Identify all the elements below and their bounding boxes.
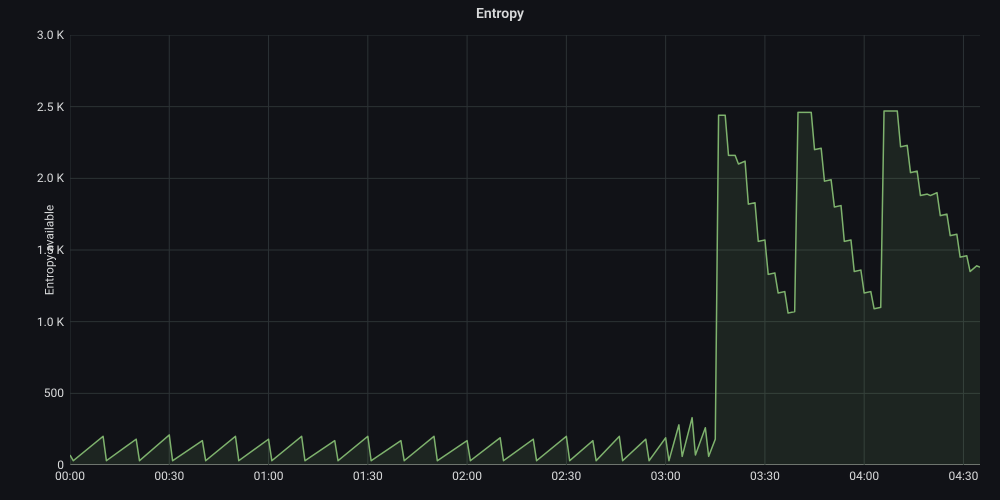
y-tick-label: 500 xyxy=(44,386,70,400)
x-tick-label: 04:00 xyxy=(849,465,879,483)
x-tick-label: 00:30 xyxy=(154,465,184,483)
y-tick-label: 3.0 K xyxy=(37,28,70,42)
x-tick-label: 00:00 xyxy=(55,465,85,483)
x-tick-label: 03:00 xyxy=(651,465,681,483)
chart-plot-area[interactable]: 05001.0 K1.5 K2.0 K2.5 K3.0 K00:0000:300… xyxy=(70,35,980,465)
x-tick-label: 01:30 xyxy=(353,465,383,483)
y-tick-label: 1.0 K xyxy=(37,315,70,329)
y-tick-label: 2.5 K xyxy=(37,100,70,114)
y-tick-label: 2.0 K xyxy=(37,171,70,185)
x-tick-label: 02:30 xyxy=(551,465,581,483)
x-tick-label: 03:30 xyxy=(750,465,780,483)
x-tick-label: 04:30 xyxy=(949,465,979,483)
chart-title: Entropy xyxy=(0,6,1000,22)
y-tick-label: 1.5 K xyxy=(37,243,70,257)
x-tick-label: 01:00 xyxy=(254,465,284,483)
x-tick-label: 02:00 xyxy=(452,465,482,483)
entropy-panel: Entropy Entropy available 05001.0 K1.5 K… xyxy=(0,0,1000,500)
